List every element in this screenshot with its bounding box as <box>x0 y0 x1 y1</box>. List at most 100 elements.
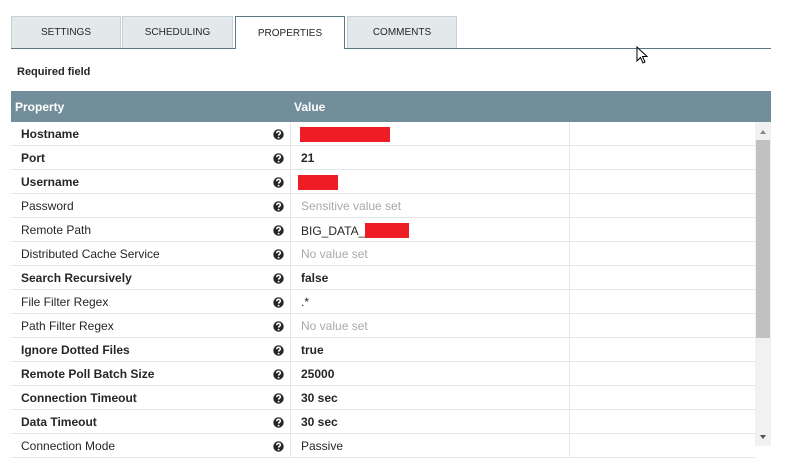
column-separator <box>290 218 291 242</box>
column-separator <box>290 386 291 410</box>
value-text: 25000 <box>301 367 335 381</box>
property-value[interactable]: 25000 <box>301 367 334 381</box>
column-separator <box>569 338 570 362</box>
column-separator <box>569 266 570 290</box>
column-separator <box>290 266 291 290</box>
value-text: BIG_DATA_ <box>301 224 366 238</box>
column-separator <box>569 386 570 410</box>
header-property: Property <box>15 100 65 114</box>
cursor <box>636 46 649 64</box>
property-value[interactable]: true <box>301 343 324 357</box>
help-icon[interactable] <box>273 369 284 380</box>
help-icon[interactable] <box>273 225 284 236</box>
table-body: Hostname Port 21 Username Password Sensitive … <box>11 122 755 460</box>
help-icon[interactable] <box>273 345 284 356</box>
property-value[interactable] <box>300 127 390 142</box>
property-name: Username <box>21 175 80 189</box>
help-icon[interactable] <box>273 249 284 260</box>
help-icon[interactable] <box>273 153 284 164</box>
help-icon[interactable] <box>273 393 284 404</box>
table-row: Remote Poll Batch Size 25000 <box>11 362 755 386</box>
property-name: Search Recursively <box>21 271 132 285</box>
column-separator <box>290 146 291 170</box>
column-separator <box>569 170 570 194</box>
tab[interactable]: SETTINGS <box>11 16 121 48</box>
table-row: Connection Mode Passive <box>11 434 755 458</box>
tab[interactable]: SCHEDULING <box>122 16 233 48</box>
table-row: Username <box>11 170 755 194</box>
property-name: Password <box>21 199 74 213</box>
redaction <box>365 223 410 238</box>
property-name: Path Filter Regex <box>21 319 114 333</box>
property-value[interactable]: false <box>301 271 328 285</box>
help-icon[interactable] <box>273 273 284 284</box>
help-icon[interactable] <box>273 201 284 212</box>
property-value[interactable]: No value set <box>301 247 368 261</box>
table-header: Property Value <box>11 91 771 122</box>
column-separator <box>569 146 570 170</box>
help-icon[interactable] <box>273 441 284 452</box>
tab[interactable]: COMMENTS <box>347 16 457 48</box>
scrollbar[interactable] <box>755 122 771 446</box>
value-text: .* <box>301 295 310 309</box>
property-value[interactable]: BIG_DATA_ <box>301 223 410 238</box>
property-name: Remote Path <box>21 223 92 237</box>
property-value[interactable]: 30 sec <box>301 415 338 429</box>
value-text: 30 sec <box>301 415 338 429</box>
column-separator <box>290 362 291 386</box>
column-separator <box>569 314 570 338</box>
property-value[interactable]: Sensitive value set <box>301 199 401 213</box>
value-text: true <box>301 343 324 357</box>
header-value: Value <box>294 100 326 114</box>
column-separator <box>569 410 570 434</box>
column-separator <box>290 290 291 314</box>
column-separator <box>569 194 570 218</box>
column-separator <box>569 290 570 314</box>
help-icon[interactable] <box>273 417 284 428</box>
table-row: File Filter Regex .* <box>11 290 755 314</box>
value-text: No value set <box>301 247 368 261</box>
property-value[interactable]: Passive <box>301 439 343 453</box>
property-value[interactable] <box>298 175 338 190</box>
column-separator <box>290 242 291 266</box>
property-value[interactable]: 30 sec <box>301 391 338 405</box>
property-value[interactable]: .* <box>301 295 309 309</box>
value-text: Passive <box>301 439 344 453</box>
redaction <box>300 127 390 142</box>
value-text: No value set <box>301 319 368 333</box>
help-icon[interactable] <box>273 129 284 140</box>
table-row: Distributed Cache Service No value set <box>11 242 755 266</box>
required-label: Required field <box>17 66 91 78</box>
help-icon[interactable] <box>273 297 284 308</box>
property-name: Port <box>21 151 45 165</box>
column-separator <box>290 338 291 362</box>
tab[interactable]: PROPERTIES <box>235 16 345 49</box>
value-text: 30 sec <box>301 391 338 405</box>
column-separator <box>290 314 291 338</box>
table-row: Data Timeout 30 sec <box>11 410 755 434</box>
property-value[interactable]: No value set <box>301 319 368 333</box>
table-row: Ignore Dotted Files true <box>11 338 755 362</box>
help-icon[interactable] <box>273 177 284 188</box>
property-name: Hostname <box>21 127 80 141</box>
column-separator <box>569 122 570 146</box>
column-separator <box>290 170 291 194</box>
help-icon[interactable] <box>273 321 284 332</box>
column-separator <box>290 410 291 434</box>
redaction <box>298 175 338 190</box>
column-separator <box>290 122 291 146</box>
column-separator <box>569 242 570 266</box>
property-value[interactable]: 21 <box>301 151 314 165</box>
property-name: File Filter Regex <box>21 295 109 309</box>
table-row: Path Filter Regex No value set <box>11 314 755 338</box>
scroll-thumb[interactable] <box>756 140 770 338</box>
column-separator <box>569 434 570 458</box>
property-name: Connection Mode <box>21 439 116 453</box>
property-name: Connection Timeout <box>21 391 137 405</box>
column-separator <box>569 218 570 242</box>
property-name: Data Timeout <box>21 415 97 429</box>
table-row: Search Recursively false <box>11 266 755 290</box>
table-row: Connection Timeout 30 sec <box>11 386 755 410</box>
column-separator <box>290 194 291 218</box>
